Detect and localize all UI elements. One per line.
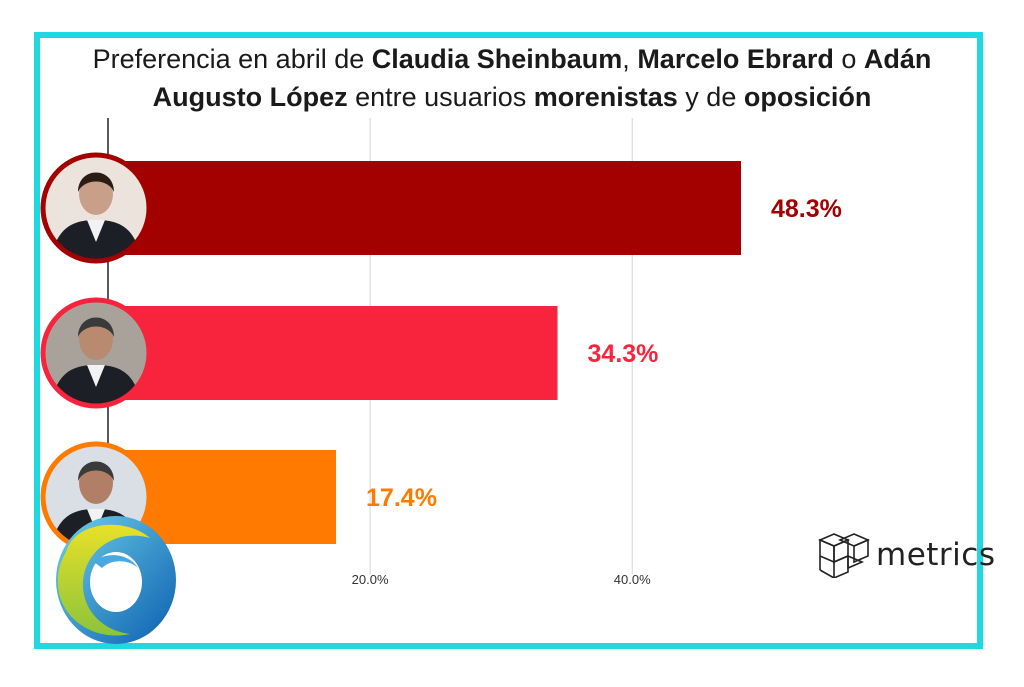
title-part: Claudia Sheinbaum	[371, 44, 623, 74]
candidate-avatar	[40, 297, 152, 409]
data-label: 48.3%	[771, 195, 842, 223]
title-part: o	[833, 44, 864, 74]
title-part: y de	[677, 82, 744, 112]
swirl-badge-icon	[56, 516, 176, 644]
title-part: Marcelo Ebrard	[637, 44, 834, 74]
title-part: morenistas	[533, 82, 678, 112]
chart-title: Preferencia en abril de Claudia Sheinbau…	[0, 40, 1024, 116]
title-part: ,	[622, 44, 638, 74]
title-part: oposición	[743, 82, 872, 112]
data-label: 17.4%	[366, 484, 437, 512]
metrics-logo: metrics	[818, 530, 995, 580]
bar	[108, 306, 558, 400]
title-part: Augusto López	[152, 82, 348, 112]
bar	[108, 161, 741, 255]
cube-grid-icon	[818, 533, 870, 578]
x-tick-label: 40.0%	[614, 572, 651, 587]
title-part: entre usuarios	[347, 82, 534, 112]
title-part: Preferencia en abril de	[92, 44, 372, 74]
candidate-avatar	[40, 152, 152, 264]
title-part: Adán	[863, 44, 932, 74]
logo-text: metrics	[876, 537, 996, 573]
x-tick-label: 20.0%	[352, 572, 389, 587]
cyan-frame	[34, 32, 983, 649]
data-label: 34.3%	[588, 340, 659, 368]
